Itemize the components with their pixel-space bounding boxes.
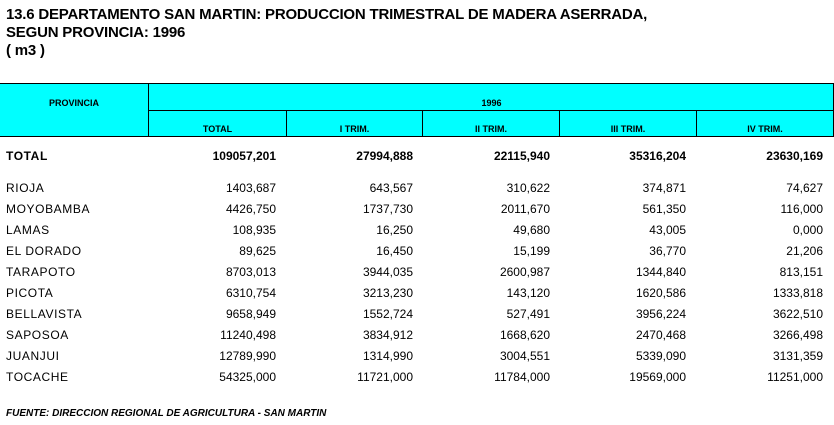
header-col-iv-trim: IV TRIM. <box>747 124 783 134</box>
row-name: PICOTA <box>6 286 54 300</box>
row-name: TOCACHE <box>6 370 69 384</box>
table-row: BELLAVISTA 9658,949 1552,724 527,491 3956,22… <box>0 304 834 324</box>
cell-i-trim: 3213,230 <box>362 286 413 300</box>
cell-i-trim: 3834,912 <box>362 328 413 342</box>
cell-ii-trim: 11784,000 <box>494 370 550 384</box>
cell-iii-trim: 374,871 <box>642 181 686 195</box>
cell-total: 11240,498 <box>220 328 276 342</box>
header-provincia: PROVINCIA <box>48 98 99 108</box>
cell-ii-trim: 3004,551 <box>499 349 550 363</box>
header-divider <box>149 110 834 111</box>
cell-ii-trim: 2011,670 <box>500 202 550 216</box>
cell-ii-trim: 15,199 <box>513 244 550 258</box>
cell-iii-trim: 19569,000 <box>629 370 686 384</box>
table-row: LAMAS 108,935 16,250 49,680 43,005 0,000 <box>0 220 834 240</box>
cell-iii-trim: 561,350 <box>642 202 686 216</box>
cell-i-trim: 1314,990 <box>362 349 413 363</box>
table-row: SAPOSOA 11240,498 3834,912 1668,620 2470,468… <box>0 325 834 345</box>
table-row-total: TOTAL 109057,201 27994,888 22115,940 353… <box>0 146 834 166</box>
cell-iv-trim: 116,000 <box>780 202 824 216</box>
table-row: EL DORADO 89,625 16,450 15,199 36,770 21,206 <box>0 241 834 261</box>
cell-total: 9658,949 <box>225 307 276 321</box>
source-note: FUENTE: DIRECCION REGIONAL DE AGRICULTUR… <box>6 408 327 419</box>
cell-iv-trim: 3266,498 <box>772 328 823 342</box>
cell-i-trim: 11721,000 <box>357 370 413 384</box>
cell-total: 12789,990 <box>219 349 276 363</box>
cell-ii-trim: 49,680 <box>513 223 550 237</box>
header-col-total: TOTAL <box>202 124 233 134</box>
table-title: 13.6 DEPARTAMENTO SAN MARTIN: PRODUCCION… <box>6 6 647 60</box>
header-divider <box>148 84 149 136</box>
cell-iv-trim: 23630,169 <box>766 149 823 163</box>
title-line-2: SEGUN PROVINCIA: 1996 <box>6 24 186 41</box>
cell-ii-trim: 143,120 <box>506 286 550 300</box>
cell-ii-trim: 1668,620 <box>499 328 550 342</box>
cell-iv-trim: 3622,510 <box>772 307 823 321</box>
cell-total: 1403,687 <box>225 181 276 195</box>
cell-iii-trim: 5339,090 <box>635 349 686 363</box>
cell-i-trim: 1552,724 <box>362 307 413 321</box>
row-name: MOYOBAMBA <box>6 202 91 216</box>
cell-ii-trim: 310,622 <box>506 181 550 195</box>
header-year: 1996 <box>481 98 502 108</box>
row-name: TARAPOTO <box>6 265 76 279</box>
cell-total: 89,625 <box>239 244 276 258</box>
cell-i-trim: 643,567 <box>369 181 413 195</box>
header-divider <box>286 110 287 136</box>
table-row: JUANJUI 12789,990 1314,990 3004,551 5339,090… <box>0 346 834 366</box>
cell-iv-trim: 813,151 <box>779 265 823 279</box>
cell-total: 108,935 <box>232 223 276 237</box>
row-name: RIOJA <box>6 181 45 195</box>
header-divider <box>422 110 423 136</box>
table-row: TOCACHE 54325,000 11721,000 11784,000 19569,… <box>0 367 834 387</box>
header-col-ii-trim: II TRIM. <box>475 124 507 134</box>
cell-iv-trim: 0,000 <box>792 223 823 237</box>
cell-total: 8703,013 <box>225 265 276 279</box>
row-name: BELLAVISTA <box>6 307 83 321</box>
title-unit: ( m3 ) <box>6 42 45 59</box>
row-name: TOTAL <box>6 149 48 163</box>
cell-total: 54325,000 <box>219 370 276 384</box>
cell-iii-trim: 2470,468 <box>635 328 686 342</box>
table-row: TARAPOTO 8703,013 3944,035 2600,987 1344,840… <box>0 262 834 282</box>
cell-ii-trim: 2600,987 <box>499 265 550 279</box>
cell-i-trim: 3944,035 <box>362 265 413 279</box>
header-col-iii-trim: III TRIM. <box>610 124 646 134</box>
cell-ii-trim: 22115,940 <box>493 149 550 163</box>
cell-iv-trim: 21,206 <box>786 244 823 258</box>
cell-iii-trim: 35316,204 <box>629 149 686 163</box>
cell-iii-trim: 1620,586 <box>635 286 686 300</box>
cell-i-trim: 27994,888 <box>356 149 413 163</box>
header-col-i-trim: I TRIM. <box>339 124 370 134</box>
cell-iii-trim: 3956,224 <box>635 307 686 321</box>
table-row: PICOTA 6310,754 3213,230 143,120 1620,586 133… <box>0 283 834 303</box>
cell-i-trim: 16,250 <box>376 223 413 237</box>
cell-iii-trim: 1344,840 <box>635 265 686 279</box>
cell-ii-trim: 527,491 <box>506 307 550 321</box>
row-name: LAMAS <box>6 223 50 237</box>
cell-total: 109057,201 <box>212 149 276 163</box>
title-line-1: 13.6 DEPARTAMENTO SAN MARTIN: PRODUCCION… <box>6 6 648 23</box>
table-row: MOYOBAMBA 4426,750 1737,730 2011,670 561,350… <box>0 199 834 219</box>
row-name: JUANJUI <box>6 349 60 363</box>
cell-iv-trim: 1333,818 <box>772 286 823 300</box>
cell-i-trim: 1737,730 <box>362 202 413 216</box>
cell-iv-trim: 11251,000 <box>767 370 823 384</box>
cell-iv-trim: 3131,359 <box>772 349 823 363</box>
header-divider <box>559 110 560 136</box>
table-header: PROVINCIA 1996 TOTAL I TRIM. II TRIM. II… <box>0 83 834 137</box>
header-divider <box>696 110 697 136</box>
row-name: EL DORADO <box>6 244 82 258</box>
cell-iii-trim: 36,770 <box>649 244 686 258</box>
cell-iii-trim: 43,005 <box>649 223 686 237</box>
cell-total: 4426,750 <box>225 202 276 216</box>
cell-iv-trim: 74,627 <box>786 181 823 195</box>
cell-total: 6310,754 <box>225 286 276 300</box>
row-name: SAPOSOA <box>6 328 69 342</box>
cell-i-trim: 16,450 <box>376 244 413 258</box>
table-row: RIOJA 1403,687 643,567 310,622 374,871 74,627 <box>0 178 834 198</box>
